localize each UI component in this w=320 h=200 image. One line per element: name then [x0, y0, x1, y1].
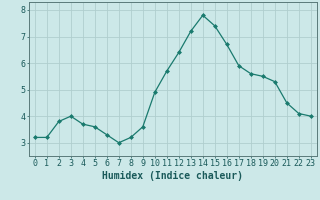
X-axis label: Humidex (Indice chaleur): Humidex (Indice chaleur): [102, 171, 243, 181]
